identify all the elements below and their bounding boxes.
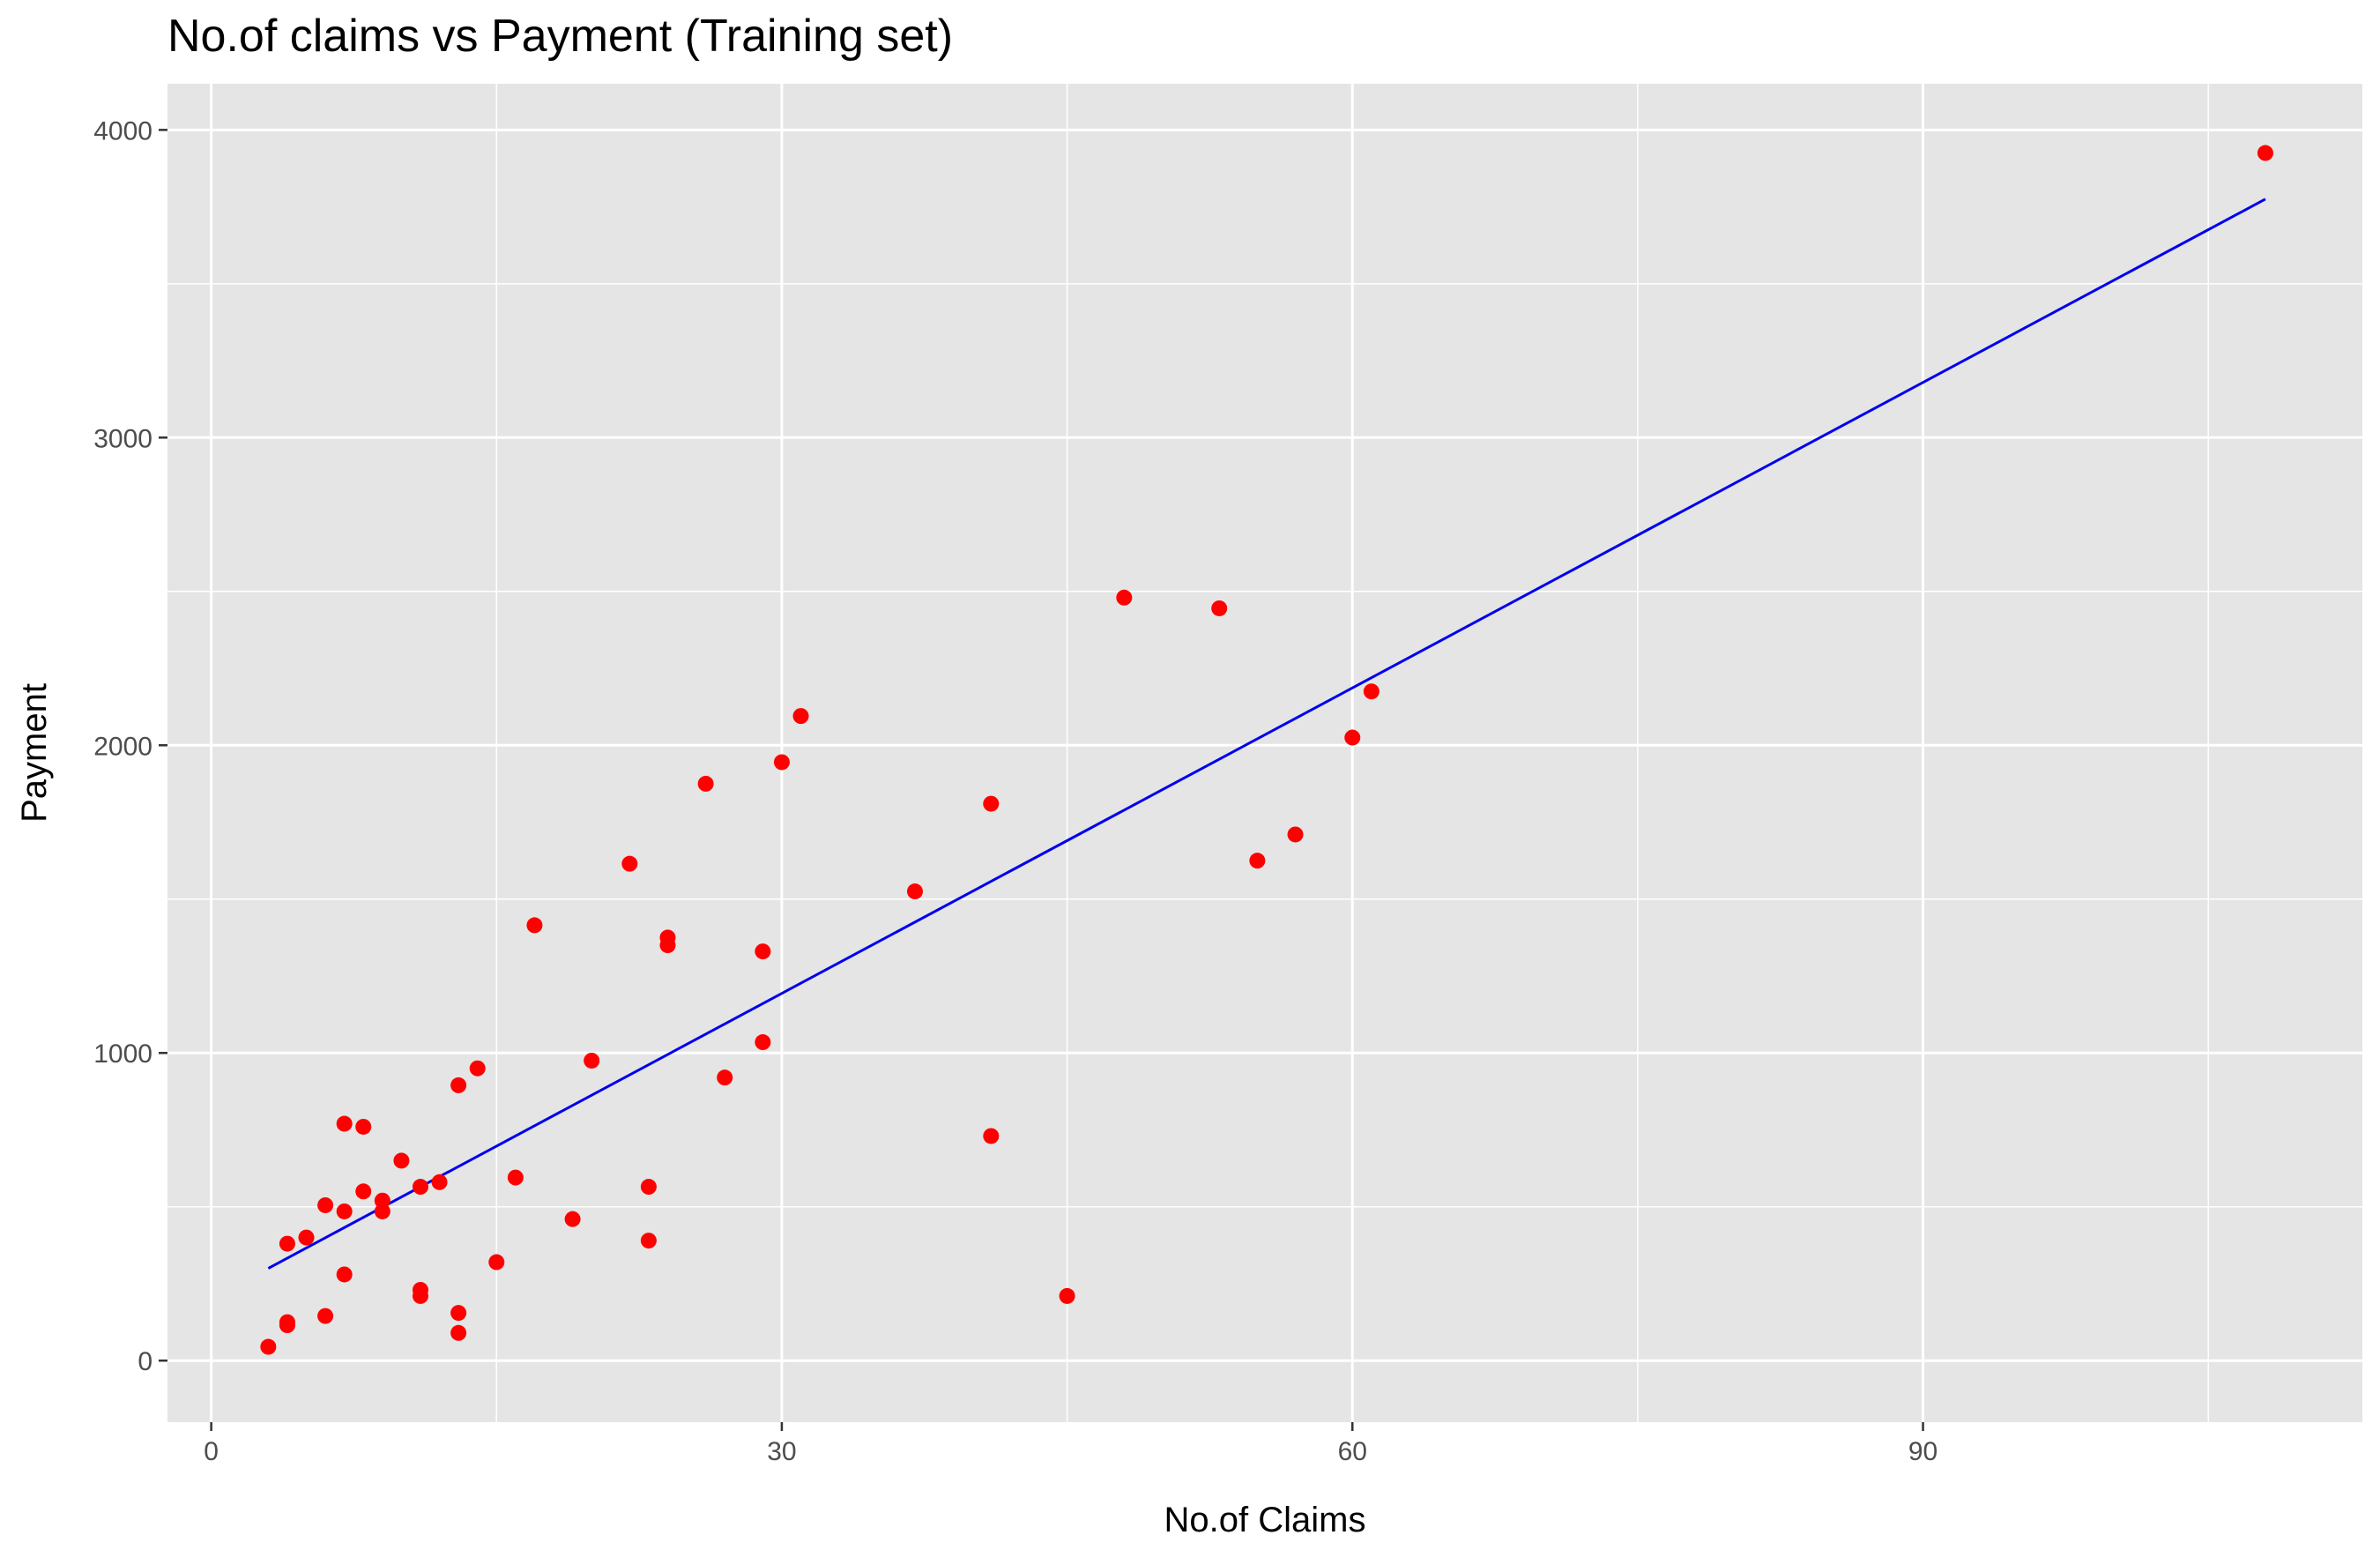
data-point xyxy=(393,1152,410,1169)
data-point xyxy=(355,1118,372,1135)
plot-panel xyxy=(167,84,2362,1422)
x-axis-tick-labels: 0 30 60 90 xyxy=(204,1437,1937,1466)
data-point xyxy=(717,1069,733,1086)
data-point xyxy=(336,1115,353,1132)
data-point xyxy=(526,917,543,934)
y-tick-label: 0 xyxy=(138,1347,152,1376)
data-point xyxy=(412,1287,428,1304)
x-tick-label: 0 xyxy=(204,1437,219,1466)
data-point xyxy=(564,1211,581,1227)
data-point xyxy=(697,775,714,792)
data-point xyxy=(1211,600,1228,616)
minor-gridlines xyxy=(167,84,2362,1422)
data-point xyxy=(1363,683,1380,700)
y-tick-label: 3000 xyxy=(93,424,152,453)
y-axis-title: Payment xyxy=(15,683,54,823)
data-point xyxy=(792,708,809,725)
data-point xyxy=(469,1060,486,1077)
data-point xyxy=(1344,729,1361,746)
major-gridlines xyxy=(167,84,2362,1422)
data-point xyxy=(298,1229,315,1246)
data-point xyxy=(279,1317,295,1334)
data-point xyxy=(450,1305,467,1322)
data-point xyxy=(640,1233,657,1249)
data-point xyxy=(336,1266,353,1283)
data-point xyxy=(640,1179,657,1196)
x-tick-label: 60 xyxy=(1338,1437,1367,1466)
x-axis-title: No.of Claims xyxy=(1164,1501,1366,1539)
data-point xyxy=(2257,145,2273,161)
y-tick-label: 1000 xyxy=(93,1040,152,1069)
chart-title: No.of claims vs Payment (Training set) xyxy=(167,11,953,62)
data-point xyxy=(1116,589,1133,606)
data-point xyxy=(507,1169,524,1186)
data-point xyxy=(488,1254,505,1271)
data-point xyxy=(1059,1287,1075,1304)
data-point xyxy=(755,1034,771,1051)
data-point xyxy=(374,1203,390,1219)
data-point xyxy=(431,1174,448,1190)
data-point xyxy=(906,883,923,900)
data-point xyxy=(450,1324,467,1341)
data-point xyxy=(355,1183,372,1200)
data-point xyxy=(755,943,771,960)
data-point xyxy=(336,1203,353,1219)
y-tick-label: 4000 xyxy=(93,116,152,145)
regression-line-group xyxy=(267,197,2266,1270)
data-point xyxy=(317,1196,334,1213)
data-point xyxy=(584,1052,600,1069)
data-point xyxy=(450,1077,467,1093)
data-points xyxy=(260,145,2273,1355)
y-tick-label: 2000 xyxy=(93,732,152,761)
data-point xyxy=(1249,853,1266,869)
y-axis-tick-labels: 0 1000 2000 3000 4000 xyxy=(93,116,152,1376)
data-point xyxy=(621,855,638,872)
data-point xyxy=(260,1338,277,1355)
data-point xyxy=(279,1235,295,1252)
data-point xyxy=(659,937,676,954)
data-point xyxy=(1287,826,1304,843)
data-point xyxy=(412,1179,428,1196)
regression-line xyxy=(267,197,2266,1270)
x-tick-label: 90 xyxy=(1908,1437,1937,1466)
x-tick-label: 30 xyxy=(767,1437,796,1466)
data-point xyxy=(983,1128,1000,1144)
data-point xyxy=(983,795,1000,812)
data-point xyxy=(317,1308,334,1324)
data-point xyxy=(773,754,790,771)
axis-ticks xyxy=(159,129,1924,1431)
